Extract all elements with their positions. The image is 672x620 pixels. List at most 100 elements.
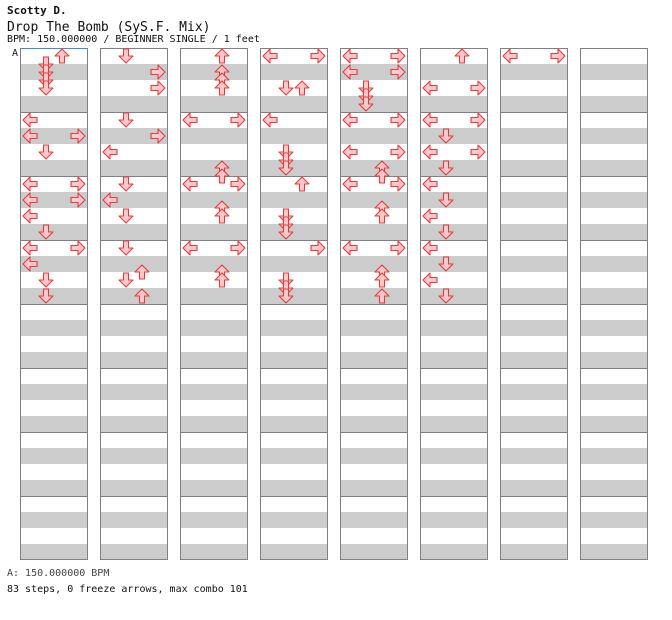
arrow-right [470, 112, 486, 128]
beat-stripe [500, 352, 568, 368]
arrow-left [422, 272, 438, 288]
beat-stripe [420, 336, 488, 352]
arrow-left [422, 80, 438, 96]
arrow-up [374, 272, 390, 288]
beat-stripe [580, 480, 648, 496]
arrow-right [70, 192, 86, 208]
beat-stripe [580, 448, 648, 464]
beat-stripe [580, 160, 648, 176]
arrow-left [22, 208, 38, 224]
beat-stripe [20, 496, 88, 512]
beat-stripe [20, 512, 88, 528]
beat-stripe [340, 96, 408, 112]
beat-stripe [100, 416, 168, 432]
beat-stripe [180, 176, 248, 192]
beat-stripe [340, 512, 408, 528]
beat-stripe [340, 352, 408, 368]
arrow-left [22, 256, 38, 272]
beat-stripe [340, 192, 408, 208]
arrow-right [150, 128, 166, 144]
beat-stripe [500, 544, 568, 560]
beat-stripe [420, 496, 488, 512]
arrow-down [278, 208, 294, 224]
beat-stripe [500, 464, 568, 480]
beat-stripe [580, 432, 648, 448]
beat-stripe [260, 384, 328, 400]
beat-stripe [100, 512, 168, 528]
beat-stripe [340, 496, 408, 512]
beat-stripe [500, 320, 568, 336]
arrow-right [70, 176, 86, 192]
arrow-left [182, 112, 198, 128]
beat-stripe [420, 304, 488, 320]
beat-stripe [580, 64, 648, 80]
arrow-down [38, 56, 54, 72]
beat-stripe [20, 528, 88, 544]
beat-stripe [260, 224, 328, 240]
arrow-right [390, 176, 406, 192]
arrow-right [150, 80, 166, 96]
beat-stripe [580, 272, 648, 288]
beat-stripe [100, 128, 168, 144]
beat-stripe [100, 192, 168, 208]
beat-stripe [20, 128, 88, 144]
arrow-down [438, 192, 454, 208]
beat-stripe [20, 352, 88, 368]
beat-stripe [20, 384, 88, 400]
beat-stripe [340, 432, 408, 448]
beat-stripe [20, 80, 88, 96]
beat-stripe [260, 464, 328, 480]
beat-stripe [180, 528, 248, 544]
beat-stripe [420, 96, 488, 112]
arrow-right [470, 80, 486, 96]
arrow-down [278, 80, 294, 96]
beat-stripe [20, 448, 88, 464]
beat-stripe [500, 400, 568, 416]
arrow-right [230, 176, 246, 192]
arrow-down [38, 80, 54, 96]
arrow-left [102, 192, 118, 208]
beat-stripe [20, 368, 88, 384]
beat-stripe [20, 176, 88, 192]
beat-stripe [580, 464, 648, 480]
beat-stripe [260, 480, 328, 496]
beat-stripe [20, 304, 88, 320]
arrow-right [230, 112, 246, 128]
arrow-up [374, 288, 390, 304]
arrow-right [150, 64, 166, 80]
beat-stripe [500, 160, 568, 176]
arrow-right [390, 48, 406, 64]
beat-stripe [20, 48, 88, 64]
beat-stripe [260, 512, 328, 528]
arrow-down [438, 256, 454, 272]
beat-stripe [580, 96, 648, 112]
beat-stripe [180, 208, 248, 224]
arrow-left [422, 176, 438, 192]
arrow-up [214, 48, 230, 64]
beat-stripe [180, 192, 248, 208]
beat-stripe [420, 272, 488, 288]
footer-stats-line: 83 steps, 0 freeze arrows, max combo 101 [7, 584, 248, 595]
beat-stripe [420, 144, 488, 160]
beat-stripe [340, 384, 408, 400]
beat-stripe [180, 512, 248, 528]
arrow-up [294, 80, 310, 96]
beat-stripe [580, 208, 648, 224]
arrow-left [22, 176, 38, 192]
beat-stripe [260, 80, 328, 96]
beat-stripe [340, 416, 408, 432]
beat-stripe [260, 432, 328, 448]
column-border [580, 48, 648, 560]
beat-stripe [340, 400, 408, 416]
beat-stripe [580, 48, 648, 64]
beat-stripe [340, 112, 408, 128]
beat-stripe [100, 480, 168, 496]
arrow-down [278, 216, 294, 232]
beat-stripe [340, 176, 408, 192]
beat-stripe [100, 448, 168, 464]
arrow-down [278, 288, 294, 304]
beat-stripe [100, 80, 168, 96]
beat-stripe [260, 368, 328, 384]
beat-stripe [500, 304, 568, 320]
beat-stripe [340, 80, 408, 96]
